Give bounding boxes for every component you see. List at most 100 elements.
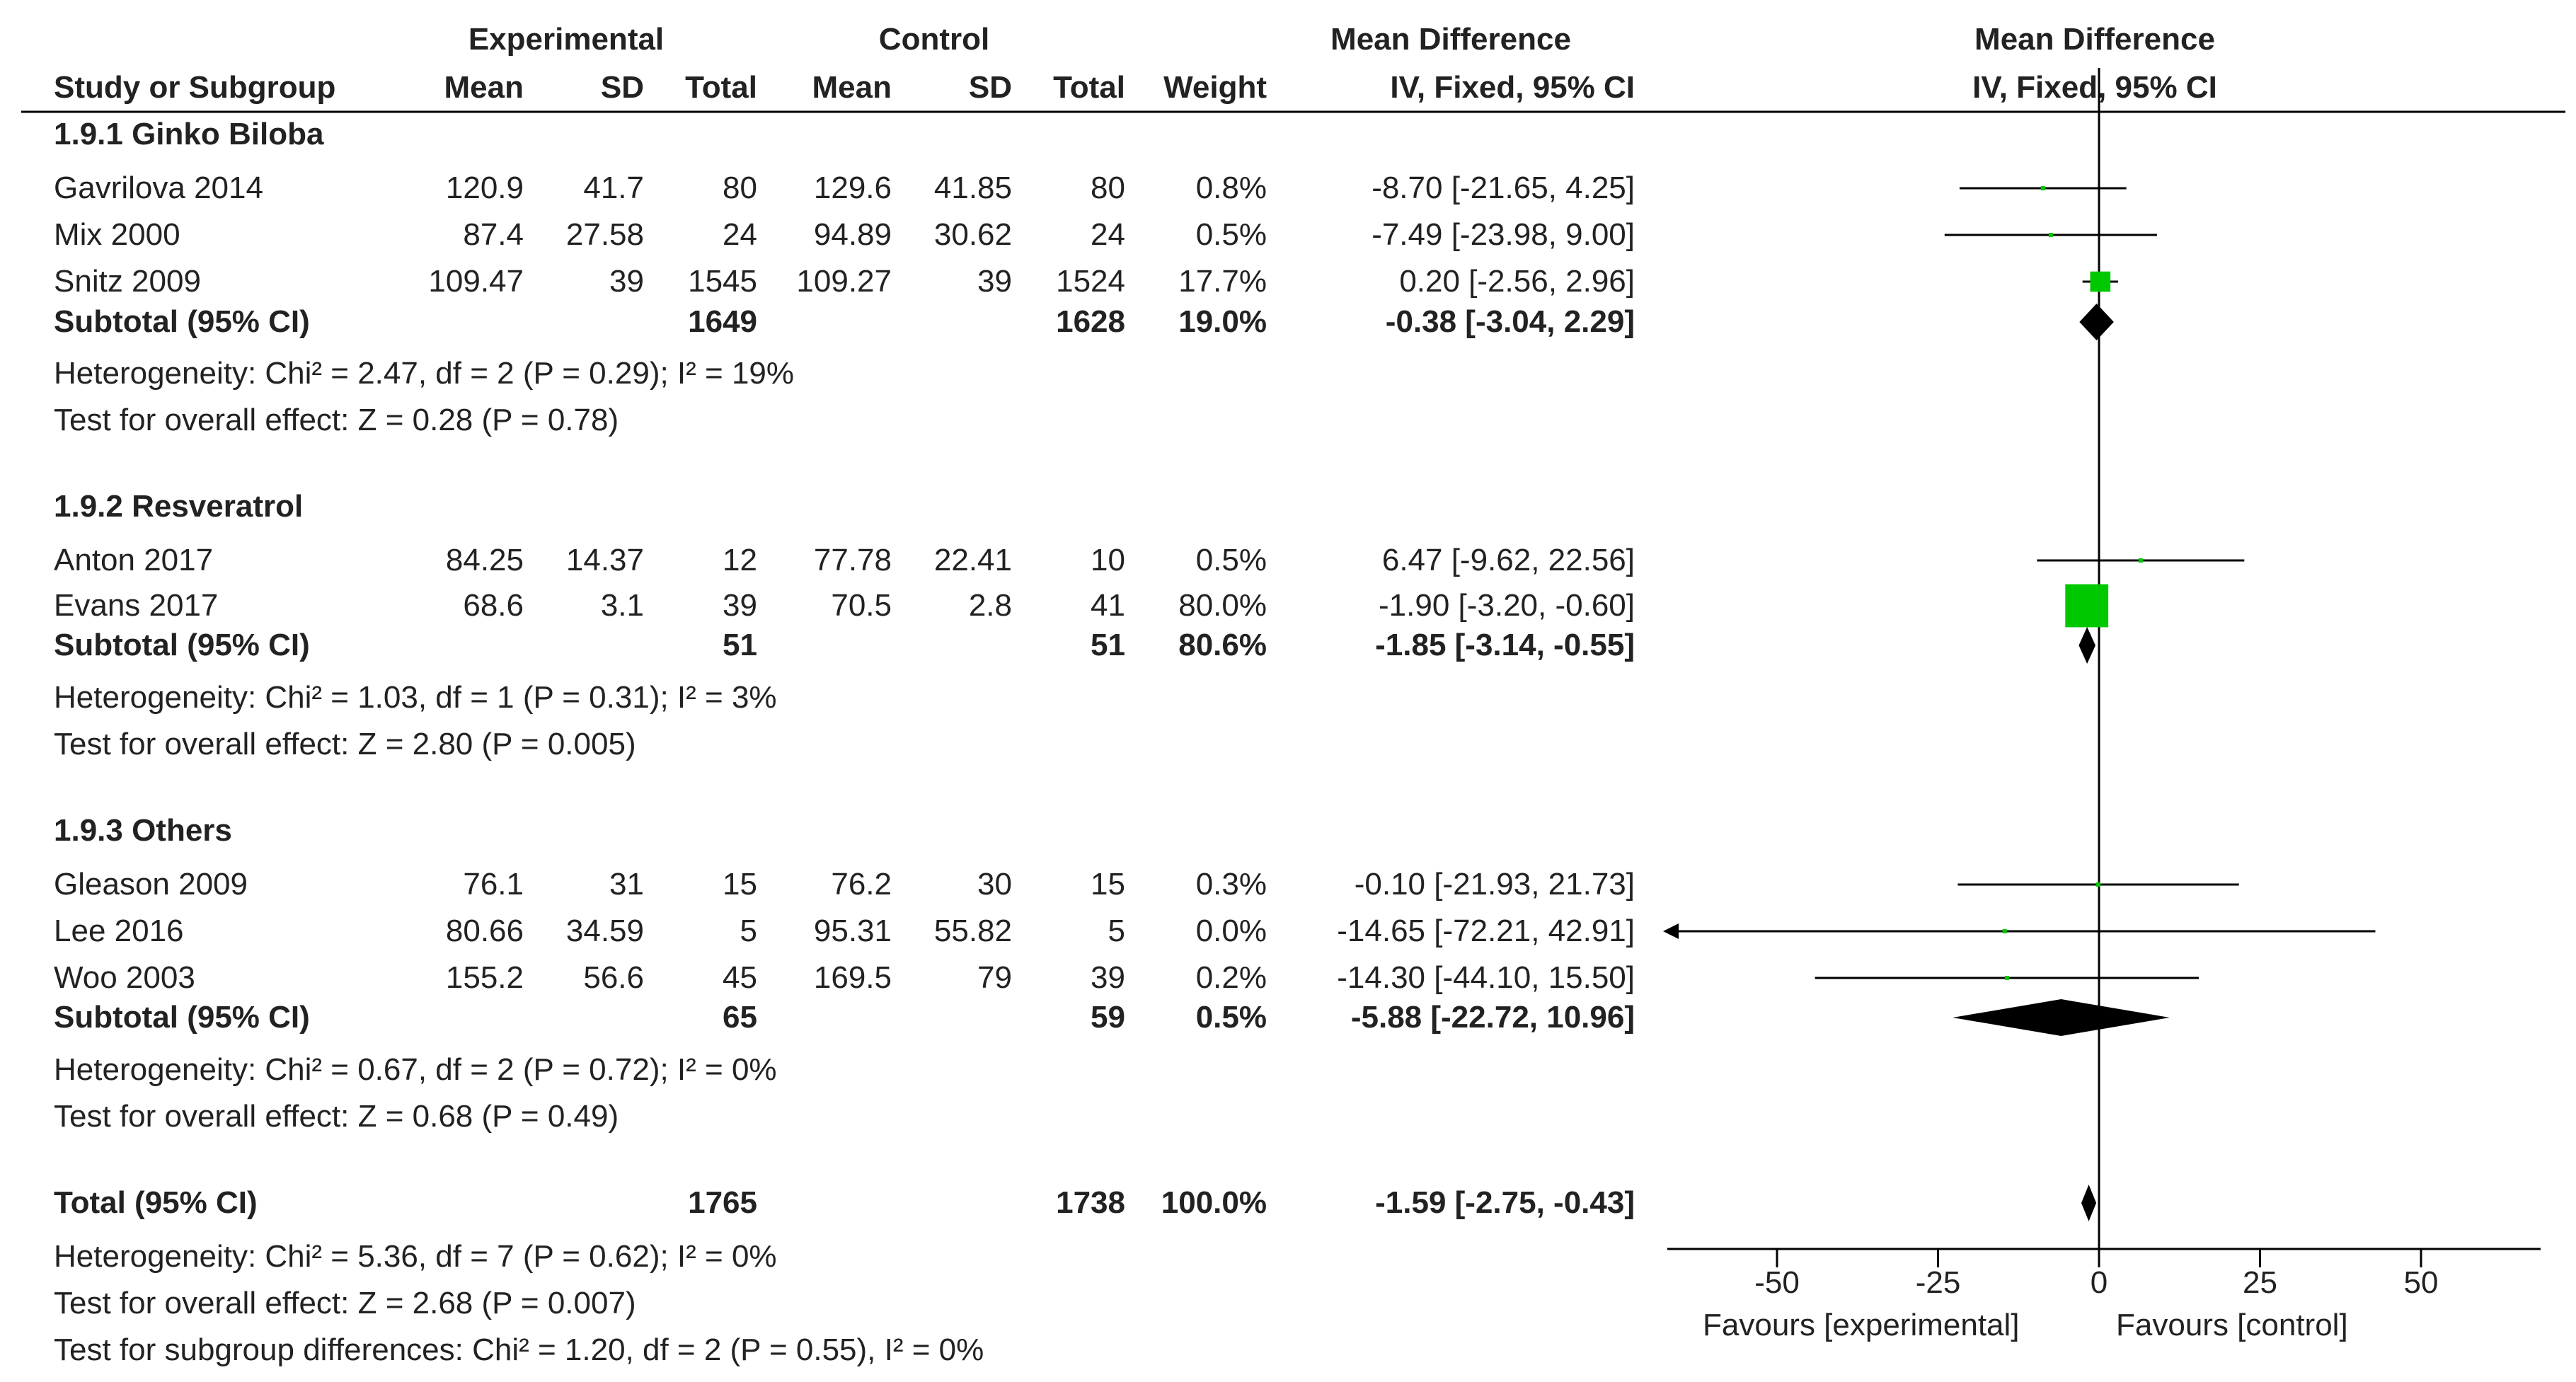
cell-ci-text: -0.10 [-21.93, 21.73]	[1354, 867, 1635, 902]
study-name: Gleason 2009	[54, 867, 248, 902]
subtotal-ci-text: -0.38 [-3.04, 2.29]	[1385, 304, 1635, 339]
col-e-mean: Mean	[444, 70, 524, 105]
cell-c-total: 1524	[1056, 264, 1125, 299]
subtotal-diamond	[1953, 999, 2170, 1036]
total-ci-text: -1.59 [-2.75, -0.43]	[1375, 1185, 1635, 1220]
study-name: Gavrilova 2014	[54, 171, 263, 205]
cell-e-sd: 31	[609, 867, 644, 902]
cell-e-sd: 27.58	[565, 217, 644, 252]
col-study: Study or Subgroup	[54, 70, 336, 105]
cell-c-total: 15	[1091, 867, 1125, 902]
cell-e-sd: 41.7	[583, 171, 644, 205]
group-heading: 1.9.3 Others	[54, 813, 232, 848]
cell-e-total: 5	[740, 914, 757, 948]
subtotal-c-total: 1628	[1056, 304, 1125, 339]
cell-e-mean: 68.6	[463, 588, 524, 623]
cell-ci-text: -14.65 [-72.21, 42.91]	[1337, 914, 1635, 948]
x-tick-label: -50	[1754, 1265, 1800, 1300]
cell-e-mean: 120.9	[445, 171, 524, 205]
cell-e-total: 45	[723, 960, 757, 995]
overall-effect-text: Test for overall effect: Z = 0.68 (P = 0…	[54, 1099, 619, 1134]
study-name: Snitz 2009	[54, 264, 201, 299]
cell-e-mean: 87.4	[463, 217, 524, 252]
ci-clip-arrow	[1663, 923, 1679, 939]
subtotal-c-total: 51	[1091, 628, 1125, 662]
study-point	[2065, 584, 2109, 628]
cell-c-mean: 95.31	[813, 914, 892, 948]
subtotal-diamond	[2078, 627, 2095, 664]
study-name: Woo 2003	[54, 960, 195, 995]
cell-e-sd: 39	[609, 264, 644, 299]
subtotal-diamond	[2079, 304, 2114, 340]
x-tick-label: 0	[2090, 1265, 2108, 1300]
x-tick-label: 50	[2403, 1265, 2439, 1300]
cell-e-mean: 109.47	[428, 264, 524, 299]
subtotal-label: Subtotal (95% CI)	[54, 304, 310, 339]
cell-c-total: 41	[1091, 588, 1125, 623]
cell-e-total: 12	[723, 543, 757, 577]
header-md-method: IV, Fixed, 95% CI	[1390, 70, 1635, 105]
study-point	[2090, 271, 2111, 292]
overall-effect-text: Test for overall effect: Z = 0.28 (P = 0…	[54, 403, 619, 437]
cell-weight: 80.0%	[1178, 588, 1267, 623]
total-label: Total (95% CI)	[54, 1185, 258, 1220]
study-point	[2096, 882, 2101, 887]
cell-ci-text: -14.30 [-44.10, 15.50]	[1337, 960, 1635, 995]
subtotal-e-total: 65	[723, 1000, 757, 1035]
header-control: Control	[878, 22, 990, 57]
total-diamond	[2081, 1185, 2097, 1221]
cell-e-sd: 56.6	[583, 960, 644, 995]
plot-title: Mean Difference	[1974, 22, 2215, 57]
favours-experimental-label: Favours [experimental]	[1703, 1308, 2020, 1342]
cell-e-total: 1545	[688, 264, 757, 299]
overall-effect-text: Test for overall effect: Z = 2.80 (P = 0…	[54, 727, 636, 761]
total-e-total: 1765	[688, 1185, 757, 1220]
cell-c-mean: 94.89	[813, 217, 892, 252]
study-point	[2004, 976, 2009, 980]
study-point	[2048, 233, 2053, 237]
cell-c-sd: 30	[977, 867, 1012, 902]
cell-e-mean: 155.2	[445, 960, 524, 995]
total-overall-effect-text: Test for overall effect: Z = 2.68 (P = 0…	[54, 1286, 636, 1320]
cell-weight: 0.5%	[1195, 543, 1267, 577]
cell-ci-text: -7.49 [-23.98, 9.00]	[1372, 217, 1635, 252]
heterogeneity-text: Heterogeneity: Chi² = 0.67, df = 2 (P = …	[54, 1052, 777, 1087]
study-point	[2040, 185, 2045, 191]
cell-e-total: 39	[723, 588, 757, 623]
col-e-total: Total	[685, 70, 757, 105]
cell-c-total: 24	[1091, 217, 1125, 252]
subtotal-c-total: 59	[1091, 1000, 1125, 1035]
cell-e-mean: 76.1	[463, 867, 524, 902]
cell-c-total: 39	[1091, 960, 1125, 995]
subgroup-differences-text: Test for subgroup differences: Chi² = 1.…	[54, 1332, 984, 1367]
col-weight: Weight	[1163, 70, 1267, 105]
cell-c-total: 10	[1091, 543, 1125, 577]
cell-c-sd: 22.41	[933, 543, 1012, 577]
col-e-sd: SD	[600, 70, 644, 105]
cell-e-sd: 3.1	[600, 588, 644, 623]
cell-weight: 0.8%	[1195, 171, 1267, 205]
cell-ci-text: 6.47 [-9.62, 22.56]	[1381, 543, 1635, 577]
plot-method: IV, Fixed, 95% CI	[1972, 70, 2217, 105]
study-point	[2002, 929, 2007, 933]
x-tick-label: 25	[2243, 1265, 2277, 1300]
cell-e-total: 24	[723, 217, 757, 252]
subtotal-e-total: 1649	[688, 304, 757, 339]
cell-ci-text: 0.20 [-2.56, 2.96]	[1399, 264, 1635, 299]
col-c-total: Total	[1053, 70, 1125, 105]
group-heading: 1.9.1 Ginko Biloba	[54, 117, 324, 151]
header-experimental: Experimental	[468, 22, 665, 57]
cell-c-mean: 76.2	[831, 867, 892, 902]
x-tick-label: -25	[1915, 1265, 1961, 1300]
heterogeneity-text: Heterogeneity: Chi² = 2.47, df = 2 (P = …	[54, 356, 795, 391]
cell-weight: 0.0%	[1195, 914, 1267, 948]
cell-weight: 0.3%	[1195, 867, 1267, 902]
study-point	[2138, 558, 2143, 563]
study-name: Evans 2017	[54, 588, 219, 623]
header-mean-difference: Mean Difference	[1330, 22, 1571, 57]
cell-c-mean: 77.78	[813, 543, 892, 577]
cell-c-sd: 30.62	[933, 217, 1012, 252]
cell-c-mean: 109.27	[796, 264, 892, 299]
cell-c-mean: 129.6	[813, 171, 892, 205]
